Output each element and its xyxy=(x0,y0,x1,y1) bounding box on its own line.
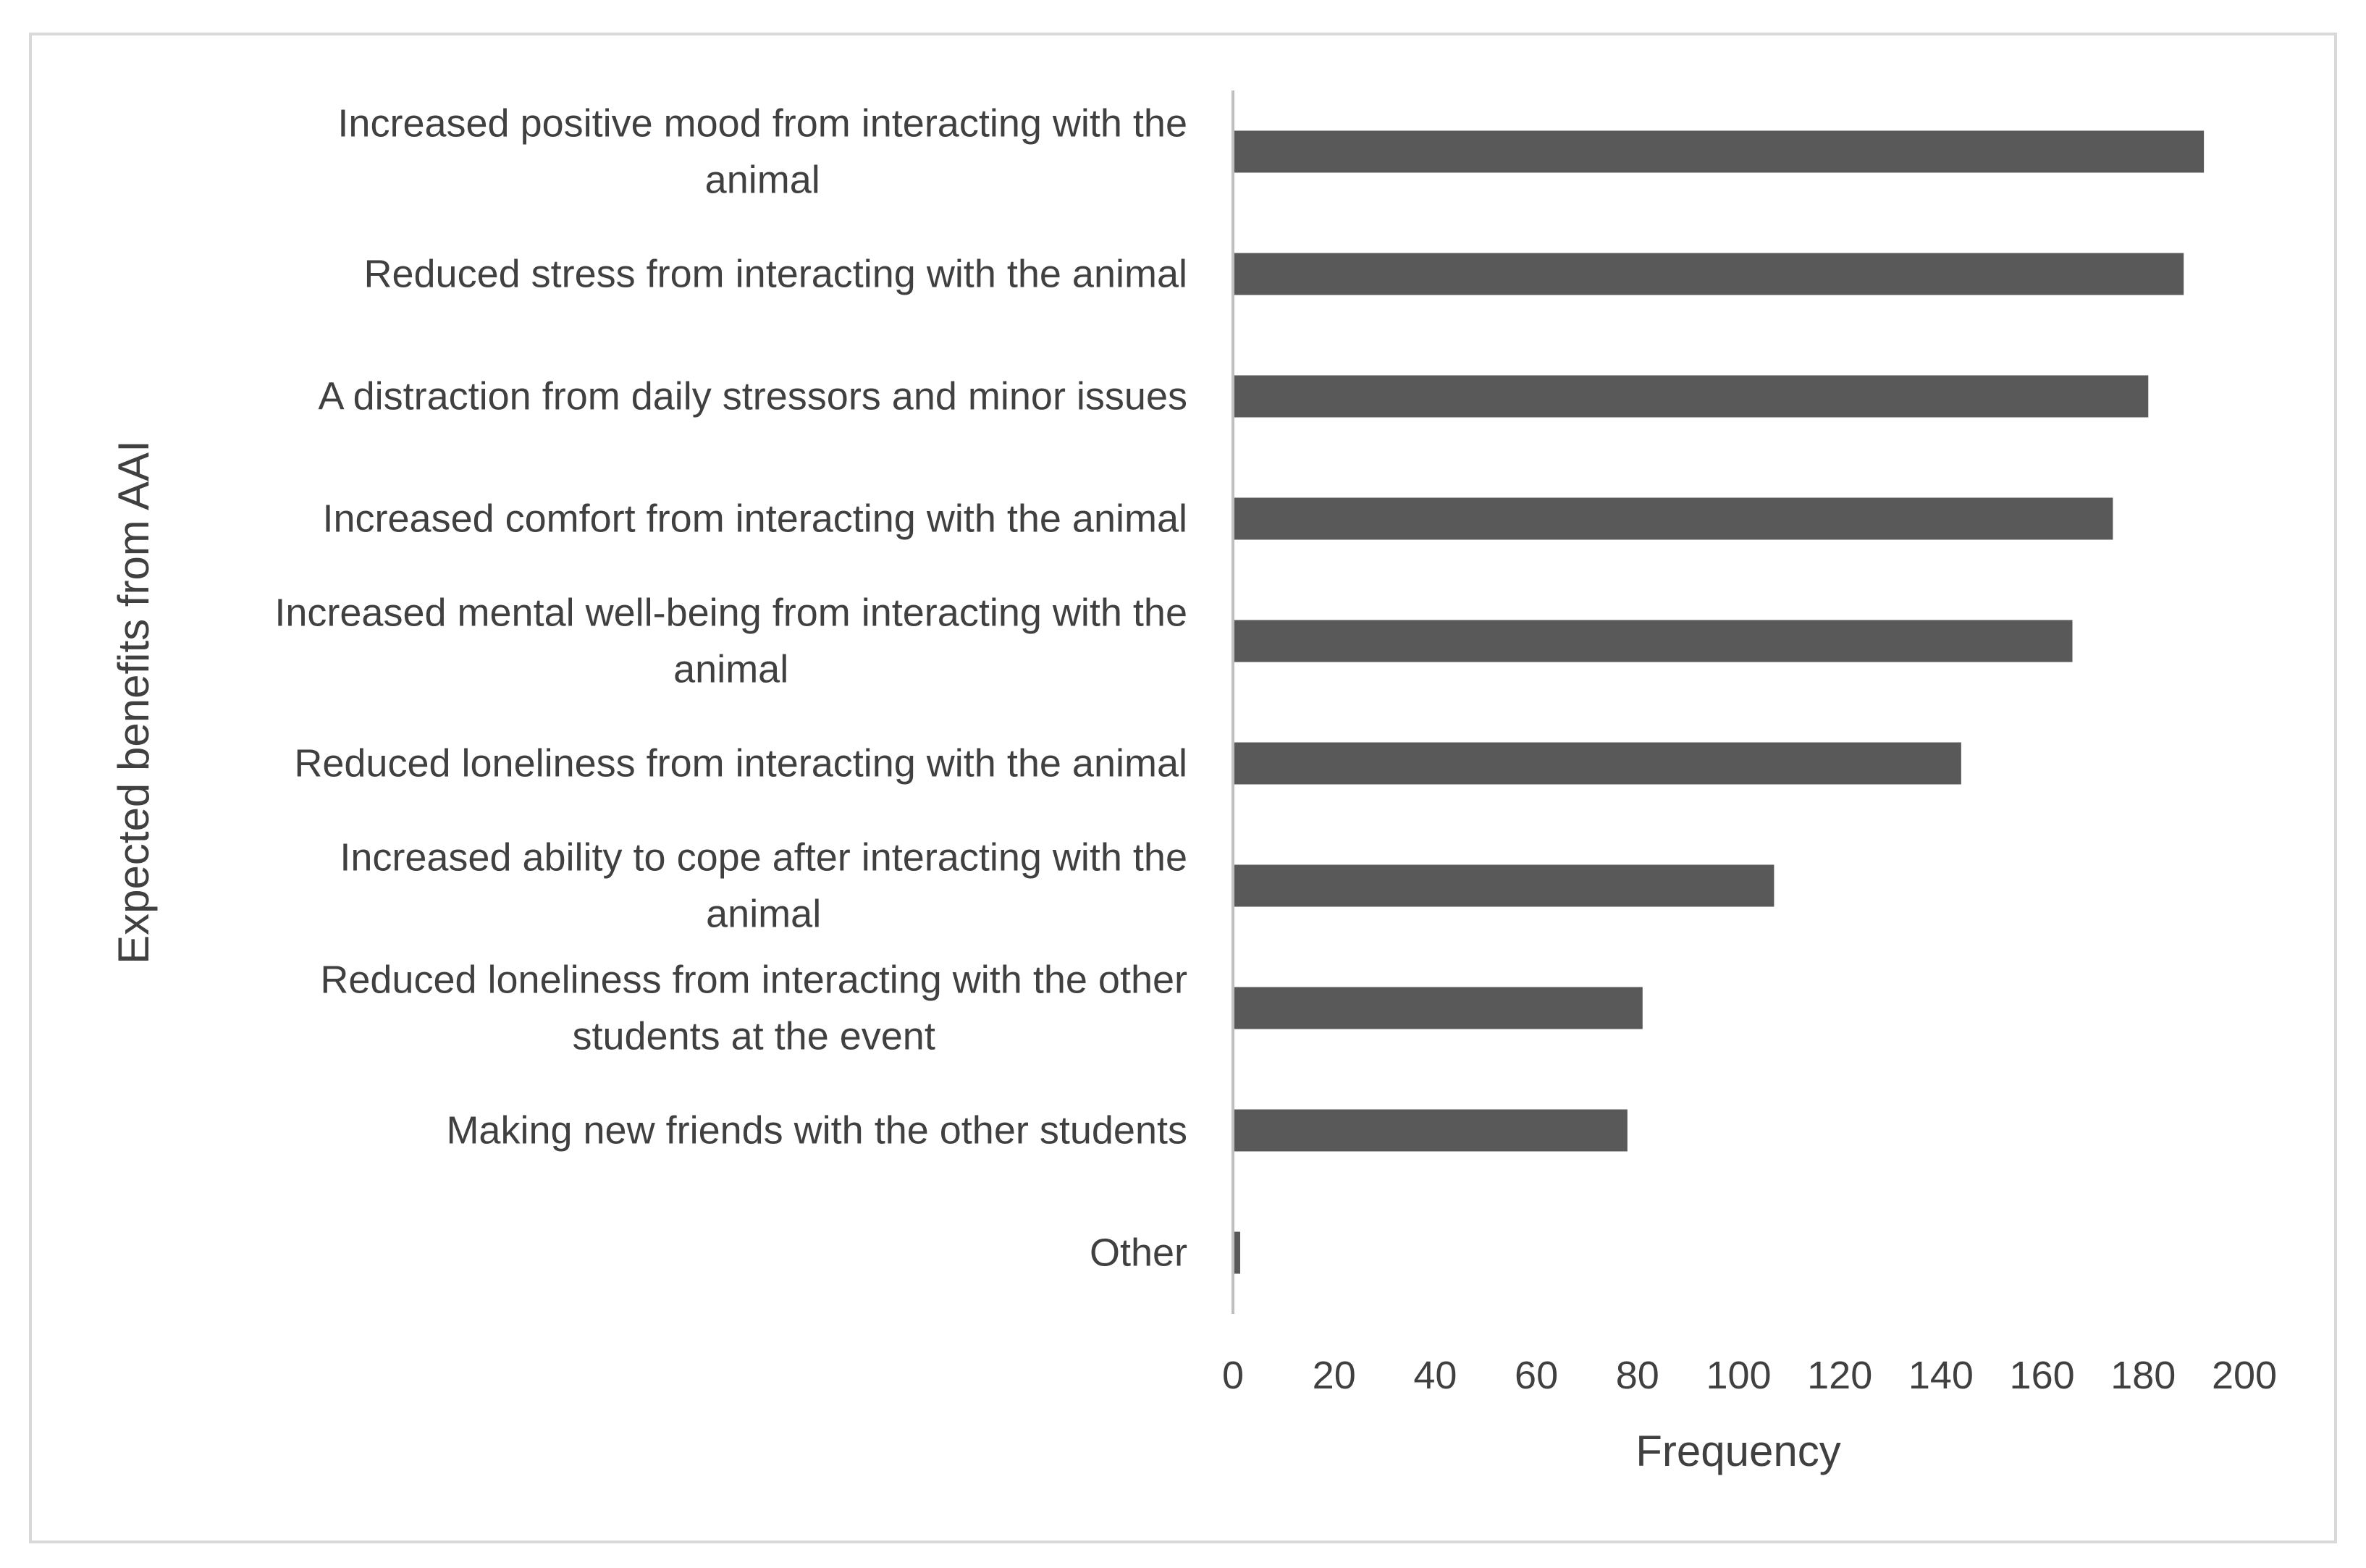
bar xyxy=(1234,130,2205,173)
category-label: Reduced loneliness from interacting with… xyxy=(294,742,1187,785)
x-tick-label: 140 xyxy=(1908,1354,1974,1397)
bar xyxy=(1234,1231,1240,1274)
category-label: Reduced stress from interacting with the… xyxy=(363,253,1187,296)
bar xyxy=(1234,253,2184,295)
category-label-line: animal xyxy=(706,893,821,936)
category-label-line: animal xyxy=(673,648,788,691)
category-label: Increased comfort from interacting with … xyxy=(322,497,1187,541)
x-tick-label: 40 xyxy=(1413,1354,1457,1397)
category-label-line: Increased mental well-being from interac… xyxy=(274,591,1187,635)
bar xyxy=(1234,864,1774,907)
x-tick-label: 200 xyxy=(2212,1354,2277,1397)
bar xyxy=(1234,497,2113,540)
x-axis-title: Frequency xyxy=(1635,1427,1840,1475)
category-label: A distraction from daily stressors and m… xyxy=(319,375,1187,418)
bars-group xyxy=(1234,130,2205,1274)
category-label-line: Increased comfort from interacting with … xyxy=(322,497,1187,541)
x-tick-label: 20 xyxy=(1313,1354,1356,1397)
x-tick-labels: 0 20 40 60 80 100 120 140 160 180 200 xyxy=(1222,1354,2277,1397)
category-label-line: students at the event xyxy=(572,1015,935,1058)
category-label: Increased positive mood from interacting… xyxy=(337,102,1187,202)
x-tick-label: 80 xyxy=(1616,1354,1659,1397)
category-label: Increased mental well-being from interac… xyxy=(274,591,1187,691)
x-tick-label: 0 xyxy=(1222,1354,1244,1397)
bar xyxy=(1234,1109,1628,1152)
category-label: Other xyxy=(1090,1231,1187,1275)
bar xyxy=(1234,620,2073,662)
category-label-line: Reduced loneliness from interacting with… xyxy=(320,958,1187,1002)
category-label-line: Making new friends with the other studen… xyxy=(446,1109,1187,1152)
category-label-line: Increased positive mood from interacting… xyxy=(337,102,1187,146)
category-labels: Increased positive mood from interacting… xyxy=(274,102,1187,1275)
category-label-line: Increased ability to cope after interact… xyxy=(340,836,1187,880)
bar xyxy=(1234,987,1643,1029)
category-label-line: Reduced stress from interacting with the… xyxy=(363,253,1187,296)
y-axis-title: Expected benefits from AAI xyxy=(109,440,158,964)
x-tick-label: 120 xyxy=(1807,1354,1872,1397)
bar xyxy=(1234,375,2149,418)
category-label-line: animal xyxy=(705,159,820,202)
category-label: Increased ability to cope after interact… xyxy=(340,836,1187,936)
category-label-line: A distraction from daily stressors and m… xyxy=(319,375,1187,418)
category-label-line: Other xyxy=(1090,1231,1187,1275)
category-label: Reduced loneliness from interacting with… xyxy=(320,958,1187,1058)
x-tick-label: 60 xyxy=(1515,1354,1558,1397)
category-label-line: Reduced loneliness from interacting with… xyxy=(294,742,1187,785)
bar xyxy=(1234,742,1961,785)
x-tick-label: 160 xyxy=(2010,1354,2075,1397)
x-tick-label: 100 xyxy=(1706,1354,1771,1397)
category-label: Making new friends with the other studen… xyxy=(446,1109,1187,1152)
x-tick-label: 180 xyxy=(2110,1354,2176,1397)
